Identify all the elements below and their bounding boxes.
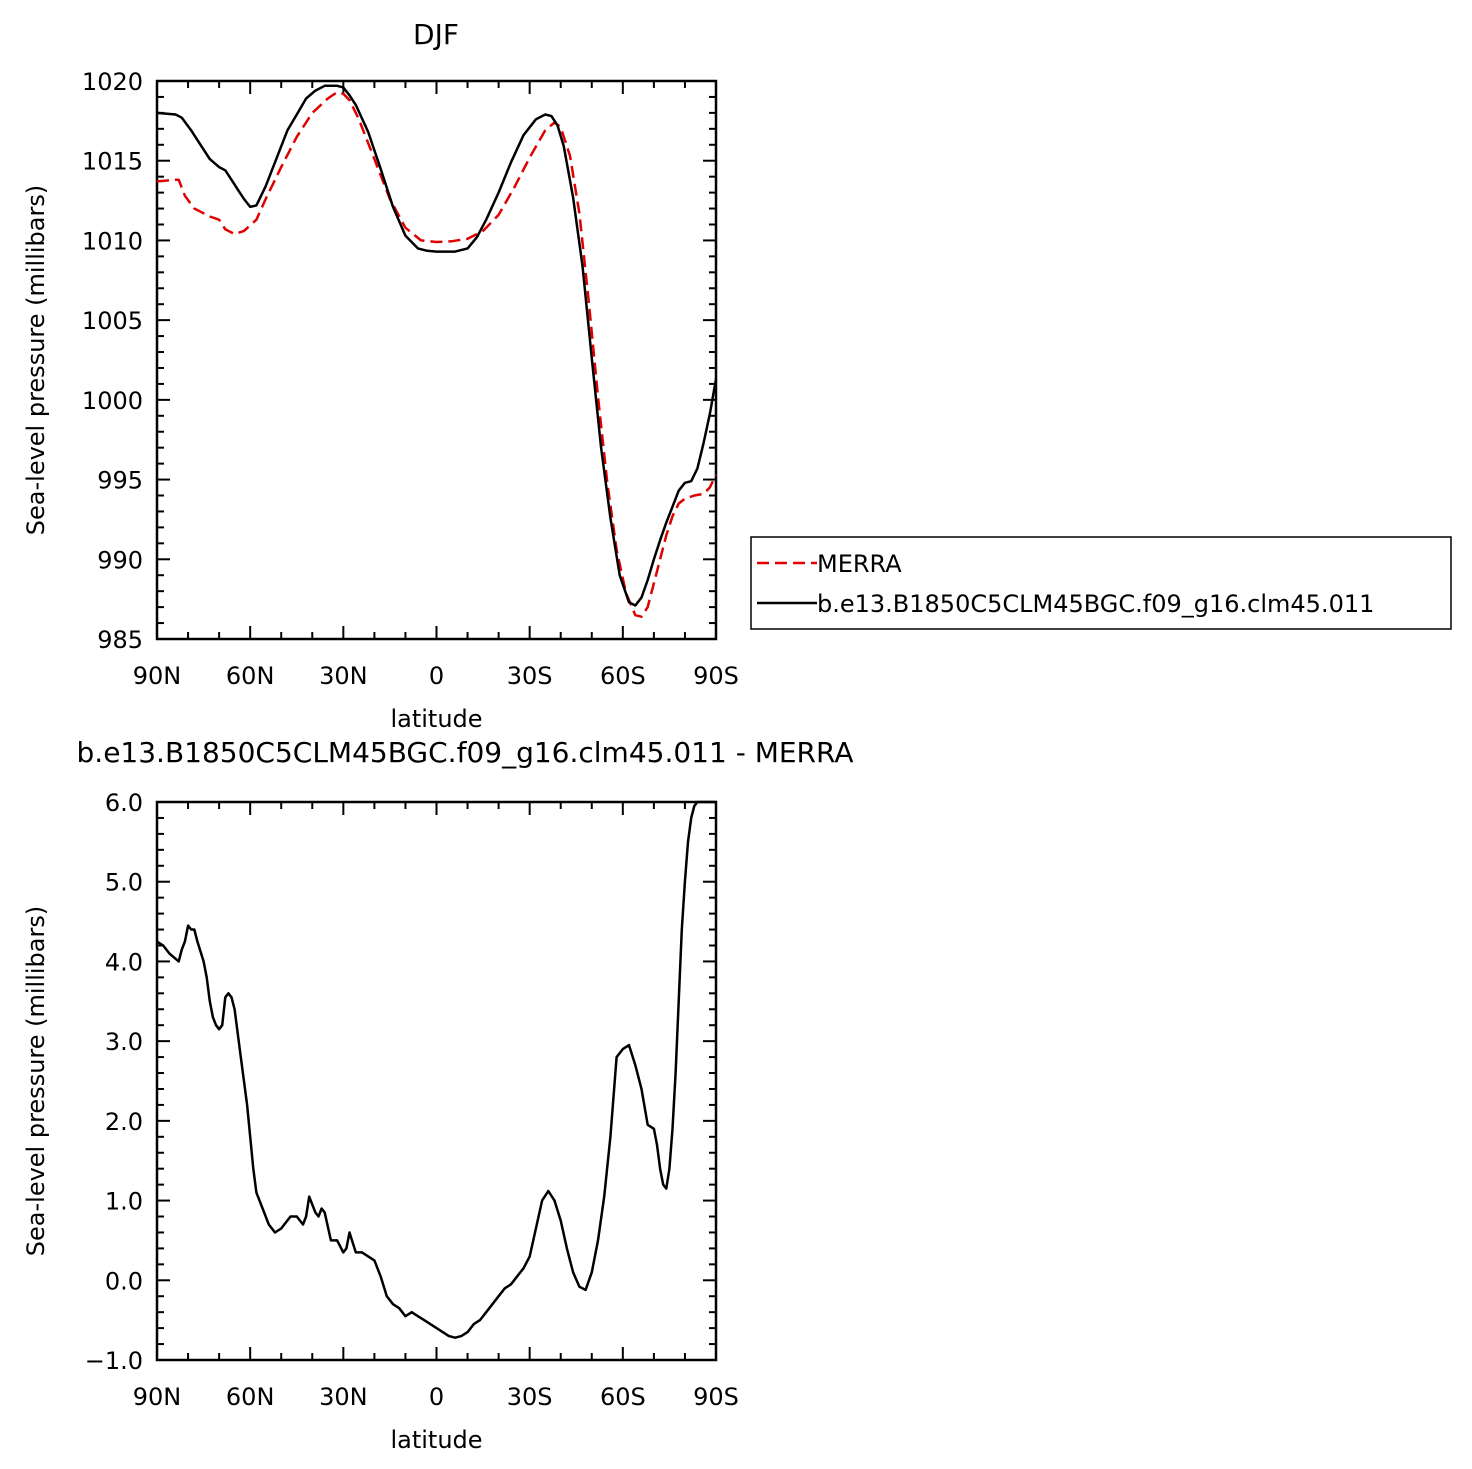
x-tick-label: 60S: [600, 662, 646, 690]
series-line-1: [156, 84, 718, 607]
y-tick-label: 2.0: [105, 1108, 143, 1136]
legend-box: [750, 536, 1452, 630]
y-tick-label: 995: [97, 467, 143, 495]
x-tick-label: 90N: [133, 1383, 182, 1411]
chart-title: b.e13.B1850C5CLM45BGC.f09_g16.clm45.011 …: [77, 736, 854, 769]
x-tick-label: 60N: [226, 662, 275, 690]
chart-bottom: b.e13.B1850C5CLM45BGC.f09_g16.clm45.011 …: [22, 736, 853, 1454]
plot-frame: [155, 800, 718, 1362]
y-tick-label: 1020: [82, 68, 143, 96]
x-tick-label: 90S: [693, 1383, 739, 1411]
x-tick-label: 60N: [226, 1383, 275, 1411]
plot-frame: [155, 79, 718, 641]
x-tick-label: 90S: [693, 662, 739, 690]
y-tick-label: 5.0: [105, 869, 143, 897]
legend: MERRA b.e13.B1850C5CLM45BGC.f09_g16.clm4…: [750, 536, 1452, 630]
legend-label-merra: MERRA: [817, 550, 902, 578]
y-tick-label: 3.0: [105, 1028, 143, 1056]
y-tick-label: 0.0: [105, 1267, 143, 1295]
y-tick-label: 990: [97, 546, 143, 574]
x-tick-label: 90N: [133, 662, 182, 690]
y-tick-label: 985: [97, 626, 143, 654]
x-tick-label: 30N: [319, 1383, 368, 1411]
y-tick-label: 1.0: [105, 1188, 143, 1216]
y-axis-label: Sea-level pressure (millibars): [22, 906, 50, 1256]
y-tick-label: 1005: [82, 307, 143, 335]
series-line-0: [156, 90, 718, 618]
chart-top: DJF 90N 60N 30N 0 30S 60S 90S 985 990 995 1000 1005 1…: [22, 18, 739, 733]
x-tick-label: 30S: [507, 1383, 553, 1411]
chart-title: DJF: [413, 18, 459, 51]
series-line-0: [156, 800, 716, 1339]
y-tick-label: 6.0: [105, 789, 143, 817]
y-tick-label: 1010: [82, 227, 143, 255]
x-axis-label: latitude: [390, 1426, 482, 1454]
y-tick-label: 1000: [82, 387, 143, 415]
y-tick-label: −1.0: [85, 1347, 143, 1375]
x-axis-label: latitude: [390, 705, 482, 733]
x-tick-label: 30N: [319, 662, 368, 690]
y-tick-label: 4.0: [105, 948, 143, 976]
y-tick-label: 1015: [82, 148, 143, 176]
x-tick-label: 0: [429, 662, 444, 690]
y-axis-label: Sea-level pressure (millibars): [22, 185, 50, 535]
legend-label-model: b.e13.B1850C5CLM45BGC.f09_g16.clm45.011: [817, 590, 1374, 618]
x-tick-label: 0: [429, 1383, 444, 1411]
x-tick-label: 60S: [600, 1383, 646, 1411]
x-tick-label: 30S: [507, 662, 553, 690]
